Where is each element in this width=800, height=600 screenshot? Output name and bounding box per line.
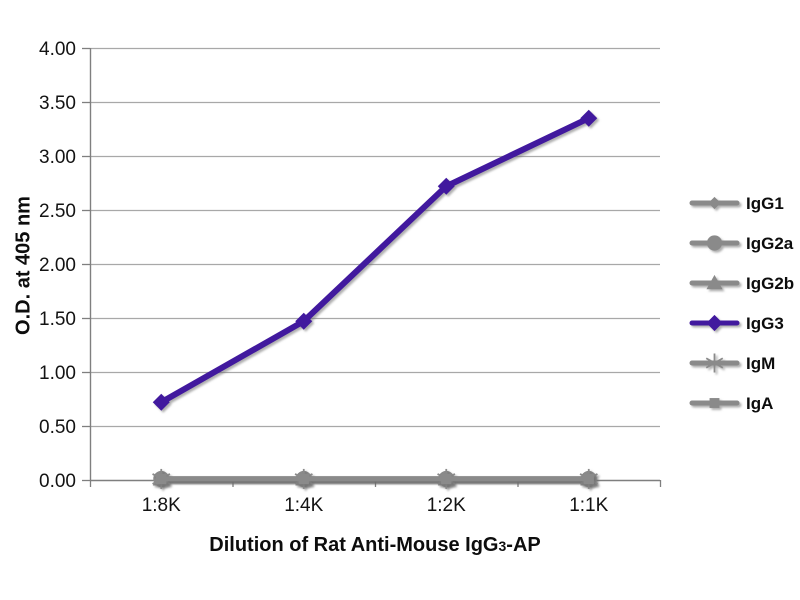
y-tick-label: 2.00 bbox=[39, 255, 76, 276]
legend-item-IgA bbox=[689, 398, 740, 408]
y-tick-label: 2.50 bbox=[39, 201, 76, 222]
legend-label-IgG2b: IgG2b bbox=[746, 274, 794, 293]
legend-item-IgG3 bbox=[689, 314, 740, 332]
legend-label-IgG2a: IgG2a bbox=[746, 234, 794, 253]
y-tick-label: 4.00 bbox=[39, 39, 76, 60]
legend-label-IgM: IgM bbox=[746, 354, 775, 373]
legend-label-IgG3: IgG3 bbox=[746, 314, 784, 333]
legend-item-IgG1 bbox=[689, 196, 740, 210]
marker-diamond-IgG3-0 bbox=[152, 393, 170, 411]
marker-square-IgA-0 bbox=[156, 473, 167, 485]
y-tick-label: 1.50 bbox=[39, 309, 76, 330]
y-tick-label: 3.00 bbox=[39, 147, 76, 168]
y-tick-label: 0.00 bbox=[39, 471, 76, 492]
marker-diamond-legend-IgG1 bbox=[708, 196, 721, 210]
x-axis-title-prefix: Dilution of Rat Anti-Mouse IgG bbox=[209, 534, 499, 556]
y-axis-title: O.D. at 405 nm bbox=[12, 196, 35, 335]
y-tick-label: 1.00 bbox=[39, 363, 76, 384]
x-tick-label: 1:4K bbox=[284, 495, 323, 516]
marker-triangle-legend-IgG2b bbox=[706, 274, 723, 290]
x-tick-label: 1:1K bbox=[569, 495, 608, 516]
series-line-IgG3 bbox=[158, 115, 592, 406]
marker-square-IgA-3 bbox=[583, 473, 594, 485]
marker-diamond-IgG3-3 bbox=[580, 109, 598, 127]
x-axis-title-subscript: 3 bbox=[498, 538, 507, 554]
legend-item-IgG2b bbox=[689, 274, 740, 290]
marker-diamond-IgG3-1 bbox=[295, 312, 313, 330]
marker-asterisk-legend-IgM bbox=[705, 357, 724, 369]
y-tick-label: 0.50 bbox=[39, 417, 76, 438]
marker-diamond-legend-IgG3 bbox=[706, 314, 723, 332]
y-tick-label: 3.50 bbox=[39, 93, 76, 114]
legend-item-IgM bbox=[689, 353, 740, 373]
x-tick-label: 1:8K bbox=[142, 495, 181, 516]
x-tick-label: 1:2K bbox=[427, 495, 466, 516]
marker-square-IgA-1 bbox=[298, 473, 309, 485]
marker-diamond-IgG3-2 bbox=[437, 177, 455, 195]
series-IgG3 bbox=[152, 109, 598, 411]
legend-label-IgA: IgA bbox=[746, 394, 773, 413]
marker-circle-legend-IgG2a bbox=[706, 235, 723, 251]
legend-label-IgG1: IgG1 bbox=[746, 194, 784, 213]
legend: IgG1 IgG2a IgG2b IgG3 IgM IgA bbox=[689, 194, 794, 413]
marker-square-IgA-2 bbox=[441, 473, 452, 485]
legend-item-IgG2a bbox=[689, 235, 740, 251]
x-axis-title-suffix: -AP bbox=[506, 534, 541, 556]
series-IgA bbox=[156, 473, 594, 485]
gridlines bbox=[90, 47, 660, 428]
x-axis-title: Dilution of Rat Anti-Mouse IgG3-AP bbox=[90, 534, 660, 557]
marker-square-legend-IgA bbox=[709, 398, 720, 408]
